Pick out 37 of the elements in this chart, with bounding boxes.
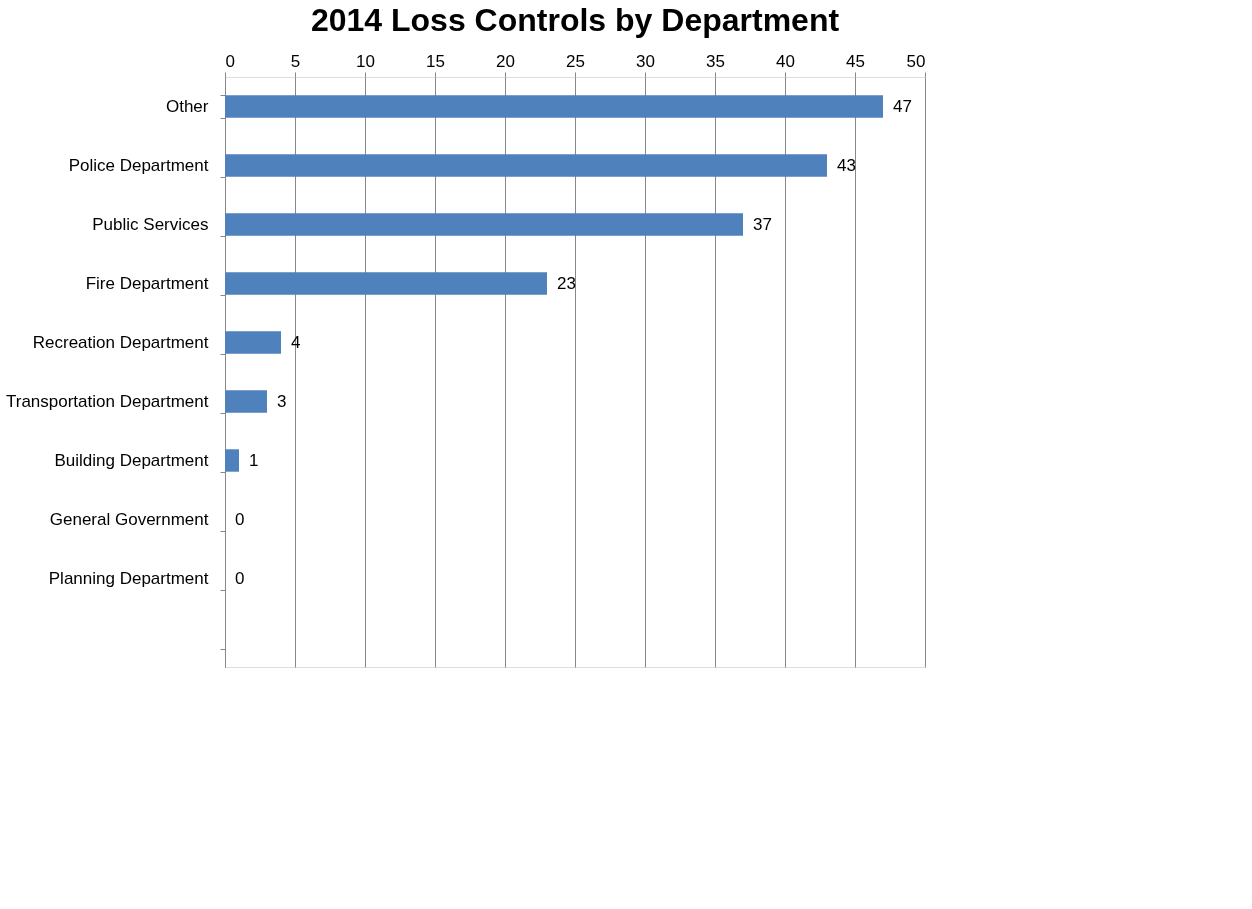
y-tick-label: Public Services bbox=[92, 215, 209, 234]
x-tick-label: 15 bbox=[426, 51, 445, 71]
x-tick-label: 25 bbox=[566, 51, 585, 71]
x-tick-label: 30 bbox=[636, 51, 655, 71]
x-tick-label: 20 bbox=[496, 51, 515, 71]
bar bbox=[225, 213, 743, 236]
data-label: 23 bbox=[557, 273, 576, 293]
data-label: 0 bbox=[235, 568, 245, 588]
data-label: 1 bbox=[249, 450, 259, 470]
data-label: 43 bbox=[837, 155, 856, 175]
x-tick-label: 35 bbox=[706, 51, 725, 71]
data-label: 3 bbox=[277, 391, 287, 411]
x-tick-label: 50 bbox=[906, 51, 926, 71]
x-tick-label: 5 bbox=[290, 51, 301, 71]
y-tick-label: Other bbox=[165, 97, 209, 116]
x-tick-label: 0 bbox=[225, 51, 235, 71]
data-label: 37 bbox=[753, 214, 772, 234]
bar bbox=[225, 449, 239, 472]
y-tick-label: Transportation Department bbox=[5, 392, 209, 411]
bar bbox=[225, 154, 827, 177]
y-tick-label: General Government bbox=[49, 510, 209, 529]
y-tick-label: Fire Department bbox=[85, 274, 209, 293]
bar bbox=[225, 331, 281, 354]
bar bbox=[225, 272, 547, 295]
bar bbox=[225, 95, 883, 118]
data-label: 47 bbox=[893, 96, 912, 116]
x-tick-label: 45 bbox=[846, 51, 865, 71]
y-tick-label: Police Department bbox=[68, 156, 209, 175]
y-tick-label: Building Department bbox=[54, 451, 209, 470]
chart-title: 2014 Loss Controls by Department bbox=[310, 2, 840, 38]
bar bbox=[225, 390, 267, 413]
data-label: 4 bbox=[291, 332, 301, 352]
x-tick-label: 10 bbox=[356, 51, 375, 71]
x-tick-label: 40 bbox=[776, 51, 795, 71]
y-tick-label: Recreation Department bbox=[32, 333, 209, 352]
data-label: 0 bbox=[235, 509, 245, 529]
y-tick-label: Planning Department bbox=[48, 569, 209, 588]
